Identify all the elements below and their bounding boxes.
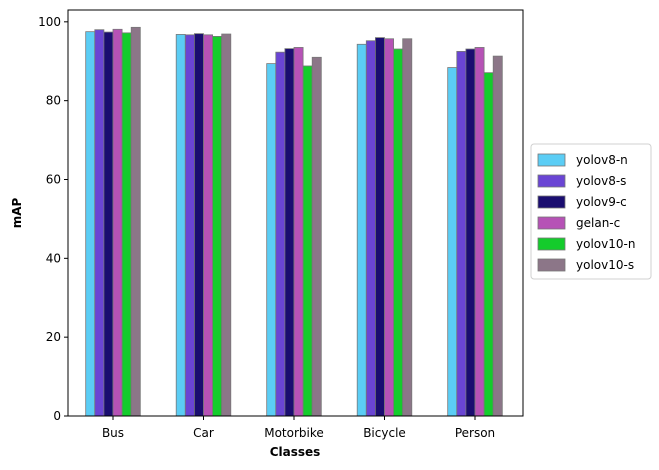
bar-yolov9-c-person <box>465 48 476 417</box>
bar-yolov9-c-bicycle <box>374 37 385 417</box>
legend-swatch-yolov8-s <box>537 174 566 188</box>
y-tick-label: 20 <box>46 330 61 344</box>
bar-yolov10-s-car <box>221 33 232 417</box>
bar-gelan-c-person <box>474 47 485 417</box>
legend-label-yolov8-n: yolov8-n <box>576 153 628 167</box>
legend-swatch-yolov8-n <box>537 153 566 167</box>
legend-swatch-gelan-c <box>537 216 566 230</box>
legend-label-gelan-c: gelan-c <box>576 216 620 230</box>
y-axis: 0 20 40 60 80 100 <box>38 15 68 423</box>
bar-yolov8-s-motorbike <box>275 51 286 417</box>
y-tick-label: 100 <box>38 15 61 29</box>
bar-yolov10-n-bicycle <box>393 48 404 417</box>
legend: yolov8-n yolov8-s yolov9-c gelan-c yolov10-n… <box>530 143 652 280</box>
bar-gelan-c-bus <box>112 28 123 417</box>
bar-yolov10-s-motorbike <box>311 56 322 417</box>
bar-yolov10-s-bicycle <box>402 38 413 417</box>
y-tick-label: 60 <box>46 172 61 186</box>
bar-gelan-c-car <box>203 34 214 417</box>
bar-yolov8-n-bicycle <box>356 43 367 417</box>
y-tick-label: 0 <box>53 409 61 423</box>
legend-swatch-yolov10-s <box>537 258 566 272</box>
legend-label-yolov10-s: yolov10-s <box>576 258 634 272</box>
bar-yolov10-s-person <box>492 55 503 417</box>
bar-gelan-c-motorbike <box>293 47 304 417</box>
bar-yolov10-s-bus <box>130 26 141 417</box>
bar-yolov9-c-motorbike <box>284 48 295 417</box>
bar-yolov8-s-person <box>456 50 467 417</box>
bar-yolov8-n-motorbike <box>266 63 277 417</box>
legend-swatch-yolov9-c <box>537 195 566 209</box>
x-axis: Bus Car Motorbike Bicycle Person <box>102 416 495 440</box>
bar-yolov10-n-motorbike <box>302 65 313 417</box>
legend-label-yolov8-s: yolov8-s <box>576 174 626 188</box>
bar-yolov10-n-bus <box>121 32 132 417</box>
y-axis-label: mAP <box>10 198 24 229</box>
bar-yolov8-s-bus <box>94 29 105 417</box>
bar-yolov8-s-car <box>184 34 195 417</box>
x-tick-label: Car <box>193 426 214 440</box>
bar-yolov8-n-car <box>175 34 186 417</box>
legend-label-yolov10-n: yolov10-n <box>576 237 635 251</box>
plot-frame <box>67 9 524 417</box>
legend-label-yolov9-c: yolov9-c <box>576 195 627 209</box>
x-tick-label: Bus <box>102 426 124 440</box>
bar-yolov9-c-car <box>193 33 204 417</box>
bar-yolov10-n-car <box>212 36 223 417</box>
bar-yolov8-n-bus <box>85 31 96 417</box>
y-tick-label: 40 <box>46 251 61 265</box>
bar-yolov9-c-bus <box>103 31 114 417</box>
legend-swatch-yolov10-n <box>537 237 566 251</box>
x-tick-label: Bicycle <box>363 426 406 440</box>
y-tick-label: 80 <box>46 94 61 108</box>
x-tick-label: Motorbike <box>264 426 324 440</box>
x-tick-label: Person <box>455 426 495 440</box>
bar-yolov8-n-person <box>447 67 458 417</box>
bar-yolov10-n-person <box>483 72 494 417</box>
bar-yolov8-s-bicycle <box>365 40 376 417</box>
x-axis-label: Classes <box>270 445 321 459</box>
bar-gelan-c-bicycle <box>384 38 395 417</box>
bars-group <box>85 26 503 417</box>
